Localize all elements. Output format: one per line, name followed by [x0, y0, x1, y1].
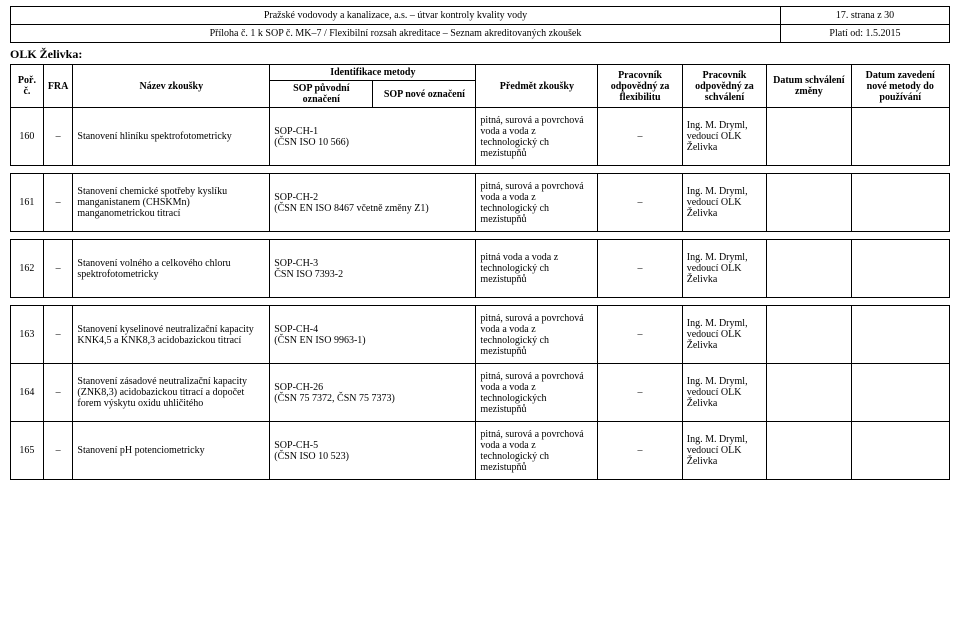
- cell-flex: –: [598, 240, 682, 298]
- cell-zav: [851, 174, 949, 232]
- table-head: Poř. č. FRA Název zkoušky Identifikace m…: [11, 65, 950, 108]
- cell-por: 161: [11, 174, 44, 232]
- table-row: 163–Stanovení kyselinové neutralizační k…: [11, 306, 950, 364]
- section-title: OLK Želivka:: [10, 47, 950, 62]
- header-page: 17. strana z 30: [780, 7, 949, 25]
- col-por: Poř. č.: [11, 65, 44, 108]
- cell-predmet: pitná, surová a povrchová voda a voda z …: [476, 364, 598, 422]
- col-ident: Identifikace metody: [270, 65, 476, 81]
- cell-nazev: Stanovení hliníku spektrofotometricky: [73, 108, 270, 166]
- cell-predmet: pitná, surová a povrchová voda a voda z …: [476, 422, 598, 480]
- cell-zav: [851, 364, 949, 422]
- cell-flex: –: [598, 108, 682, 166]
- cell-predmet: pitná, surová a povrchová voda a voda z …: [476, 108, 598, 166]
- cell-flex: –: [598, 174, 682, 232]
- col-prac-schv: Pracovník odpovědný za schválení: [682, 65, 766, 108]
- table-body: 160–Stanovení hliníku spektrofotometrick…: [11, 108, 950, 480]
- cell-schv: Ing. M. Dryml, vedoucí OLK Želivka: [682, 108, 766, 166]
- cell-flex: –: [598, 306, 682, 364]
- cell-predmet: pitná, surová a povrchová voda a voda z …: [476, 306, 598, 364]
- cell-zav: [851, 108, 949, 166]
- col-datum: Datum schválení změny: [767, 65, 851, 108]
- cell-por: 165: [11, 422, 44, 480]
- cell-sop: SOP-CH-2 (ČSN EN ISO 8467 včetně změny Z…: [270, 174, 476, 232]
- cell-sop: SOP-CH-4 (ČSN EN ISO 9963-1): [270, 306, 476, 364]
- cell-fra: –: [43, 422, 73, 480]
- cell-flex: –: [598, 422, 682, 480]
- header-attachment: Příloha č. 1 k SOP č. MK–7 / Flexibilní …: [11, 25, 781, 43]
- col-prac-flex: Pracovník odpovědný za flexibilitu: [598, 65, 682, 108]
- cell-zav: [851, 306, 949, 364]
- row-spacer: [11, 298, 950, 306]
- table-row: 160–Stanovení hliníku spektrofotometrick…: [11, 108, 950, 166]
- cell-por: 160: [11, 108, 44, 166]
- col-predmet: Předmět zkoušky: [476, 65, 598, 108]
- cell-fra: –: [43, 306, 73, 364]
- cell-nazev: Stanovení pH potenciometricky: [73, 422, 270, 480]
- cell-por: 164: [11, 364, 44, 422]
- header-org: Pražské vodovody a kanalizace, a.s. – út…: [11, 7, 781, 25]
- cell-zav: [851, 422, 949, 480]
- row-spacer: [11, 232, 950, 240]
- cell-flex: –: [598, 364, 682, 422]
- cell-predmet: pitná, surová a povrchová voda a voda z …: [476, 174, 598, 232]
- cell-nazev: Stanovení chemické spotřeby kyslíku mang…: [73, 174, 270, 232]
- cell-datum: [767, 240, 851, 298]
- cell-schv: Ing. M. Dryml, vedoucí OLK Želivka: [682, 240, 766, 298]
- col-zav: Datum zavedení nové metody do používání: [851, 65, 949, 108]
- table-row: 162–Stanovení volného a celkového chloru…: [11, 240, 950, 298]
- cell-fra: –: [43, 108, 73, 166]
- cell-datum: [767, 306, 851, 364]
- table-row: 165–Stanovení pH potenciometrickySOP-CH-…: [11, 422, 950, 480]
- cell-sop: SOP-CH-1 (ČSN ISO 10 566): [270, 108, 476, 166]
- cell-por: 162: [11, 240, 44, 298]
- cell-sop: SOP-CH-3 ČSN ISO 7393-2: [270, 240, 476, 298]
- header-table: Pražské vodovody a kanalizace, a.s. – út…: [10, 6, 950, 43]
- cell-fra: –: [43, 240, 73, 298]
- cell-sop: SOP-CH-26 (ČSN 75 7372, ČSN 75 7373): [270, 364, 476, 422]
- table-row: 161–Stanovení chemické spotřeby kyslíku …: [11, 174, 950, 232]
- cell-fra: –: [43, 174, 73, 232]
- cell-schv: Ing. M. Dryml, vedoucí OLK Želivka: [682, 174, 766, 232]
- cell-datum: [767, 174, 851, 232]
- col-fra: FRA: [43, 65, 73, 108]
- cell-nazev: Stanovení volného a celkového chloru spe…: [73, 240, 270, 298]
- row-spacer: [11, 166, 950, 174]
- cell-nazev: Stanovení kyselinové neutralizační kapac…: [73, 306, 270, 364]
- cell-schv: Ing. M. Dryml, vedoucí OLK Želivka: [682, 364, 766, 422]
- header-valid: Platí od: 1.5.2015: [780, 25, 949, 43]
- cell-por: 163: [11, 306, 44, 364]
- cell-schv: Ing. M. Dryml, vedoucí OLK Želivka: [682, 306, 766, 364]
- main-table: Poř. č. FRA Název zkoušky Identifikace m…: [10, 64, 950, 480]
- cell-schv: Ing. M. Dryml, vedoucí OLK Želivka: [682, 422, 766, 480]
- col-nazev: Název zkoušky: [73, 65, 270, 108]
- cell-fra: –: [43, 364, 73, 422]
- cell-predmet: pitná voda a voda z technologický ch mez…: [476, 240, 598, 298]
- cell-datum: [767, 422, 851, 480]
- col-sop-puv: SOP původní označení: [270, 81, 373, 108]
- table-row: 164–Stanovení zásadové neutralizační kap…: [11, 364, 950, 422]
- cell-zav: [851, 240, 949, 298]
- cell-datum: [767, 364, 851, 422]
- cell-datum: [767, 108, 851, 166]
- col-sop-nov: SOP nové označení: [373, 81, 476, 108]
- cell-sop: SOP-CH-5 (ČSN ISO 10 523): [270, 422, 476, 480]
- cell-nazev: Stanovení zásadové neutralizační kapacit…: [73, 364, 270, 422]
